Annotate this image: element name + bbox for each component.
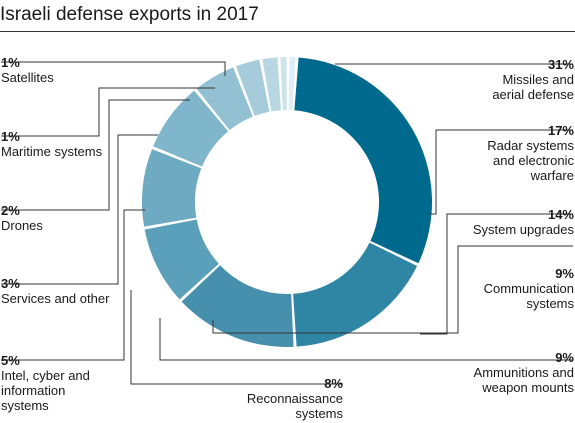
pct-label-services-and-other: 3% <box>1 276 20 291</box>
slice-system-upgrades <box>181 265 294 348</box>
slice-services-and-other <box>235 59 270 116</box>
category-label-intel-cyber-and-information-systems: information <box>1 383 65 398</box>
category-label-communication-systems: Communication <box>484 281 574 296</box>
pct-label-system-upgrades: 14% <box>548 207 574 222</box>
category-label-intel-cyber-and-information-systems: Intel, cyber and <box>1 368 90 383</box>
pct-label-reconnaissance-systems: 8% <box>324 376 343 391</box>
slice-communication-systems <box>144 219 219 300</box>
chart-title: Israeli defense exports in 2017 <box>0 4 259 25</box>
slice-ammunitions-and-weapon-mounts <box>142 149 202 227</box>
leader-line-services-and-other <box>1 134 158 285</box>
leader-line-drones <box>1 99 190 211</box>
pct-label-ammunitions-and-weapon-mounts: 9% <box>555 350 574 365</box>
pct-label-maritime-systems: 1% <box>1 129 20 144</box>
leader-line-communication-systems <box>212 245 573 334</box>
category-label-radar-systems-and-electronic-warfare: Radar systems <box>487 138 574 153</box>
slice-intel-cyber-and-information-systems <box>196 67 253 131</box>
category-label-radar-systems-and-electronic-warfare: warfare <box>530 168 574 183</box>
leader-line-ammunitions-and-weapon-mounts <box>159 318 573 361</box>
slice-maritime-systems <box>280 57 287 111</box>
leader-line-radar-systems-and-electronic-warfare <box>430 129 573 215</box>
category-label-ammunitions-and-weapon-mounts: weapon mounts <box>481 380 574 395</box>
pct-label-communication-systems: 9% <box>555 266 574 281</box>
category-label-services-and-other: Services and other <box>1 291 110 306</box>
slice-drones <box>262 57 281 112</box>
category-label-reconnaissance-systems: systems <box>295 406 343 421</box>
category-label-drones: Drones <box>1 218 43 233</box>
category-label-intel-cyber-and-information-systems: systems <box>1 398 49 413</box>
category-label-ammunitions-and-weapon-mounts: Ammunitions and <box>474 365 574 380</box>
category-label-communication-systems: systems <box>526 296 574 311</box>
category-label-reconnaissance-systems: Reconnaissance <box>247 391 343 406</box>
slice-radar-systems-and-electronic-warfare <box>293 242 418 347</box>
category-label-missiles-and-aerial-defense: aerial defense <box>492 87 574 102</box>
leader-line-intel-cyber-and-information-systems <box>1 209 145 361</box>
leader-line-reconnaissance-systems <box>130 290 343 385</box>
slice-satellites <box>288 57 296 111</box>
category-label-radar-systems-and-electronic-warfare: and electronic <box>493 153 574 168</box>
leader-line-maritime-systems <box>1 87 215 137</box>
pct-label-missiles-and-aerial-defense: 31% <box>548 57 574 72</box>
leader-line-system-upgrades <box>420 213 573 335</box>
title-rule <box>0 31 575 32</box>
pct-label-drones: 2% <box>1 203 20 218</box>
pct-label-radar-systems-and-electronic-warfare: 17% <box>548 123 574 138</box>
category-label-satellites: Satellites <box>1 70 54 85</box>
slice-reconnaissance-systems <box>153 90 229 167</box>
pct-label-intel-cyber-and-information-systems: 5% <box>1 353 20 368</box>
leader-line-satellites <box>1 61 226 76</box>
category-label-system-upgrades: System upgrades <box>473 222 575 237</box>
category-label-missiles-and-aerial-defense: Missiles and <box>502 72 574 87</box>
slice-missiles-and-aerial-defense <box>294 57 432 264</box>
pct-label-satellites: 1% <box>1 55 20 70</box>
category-label-maritime-systems: Maritime systems <box>1 144 103 159</box>
